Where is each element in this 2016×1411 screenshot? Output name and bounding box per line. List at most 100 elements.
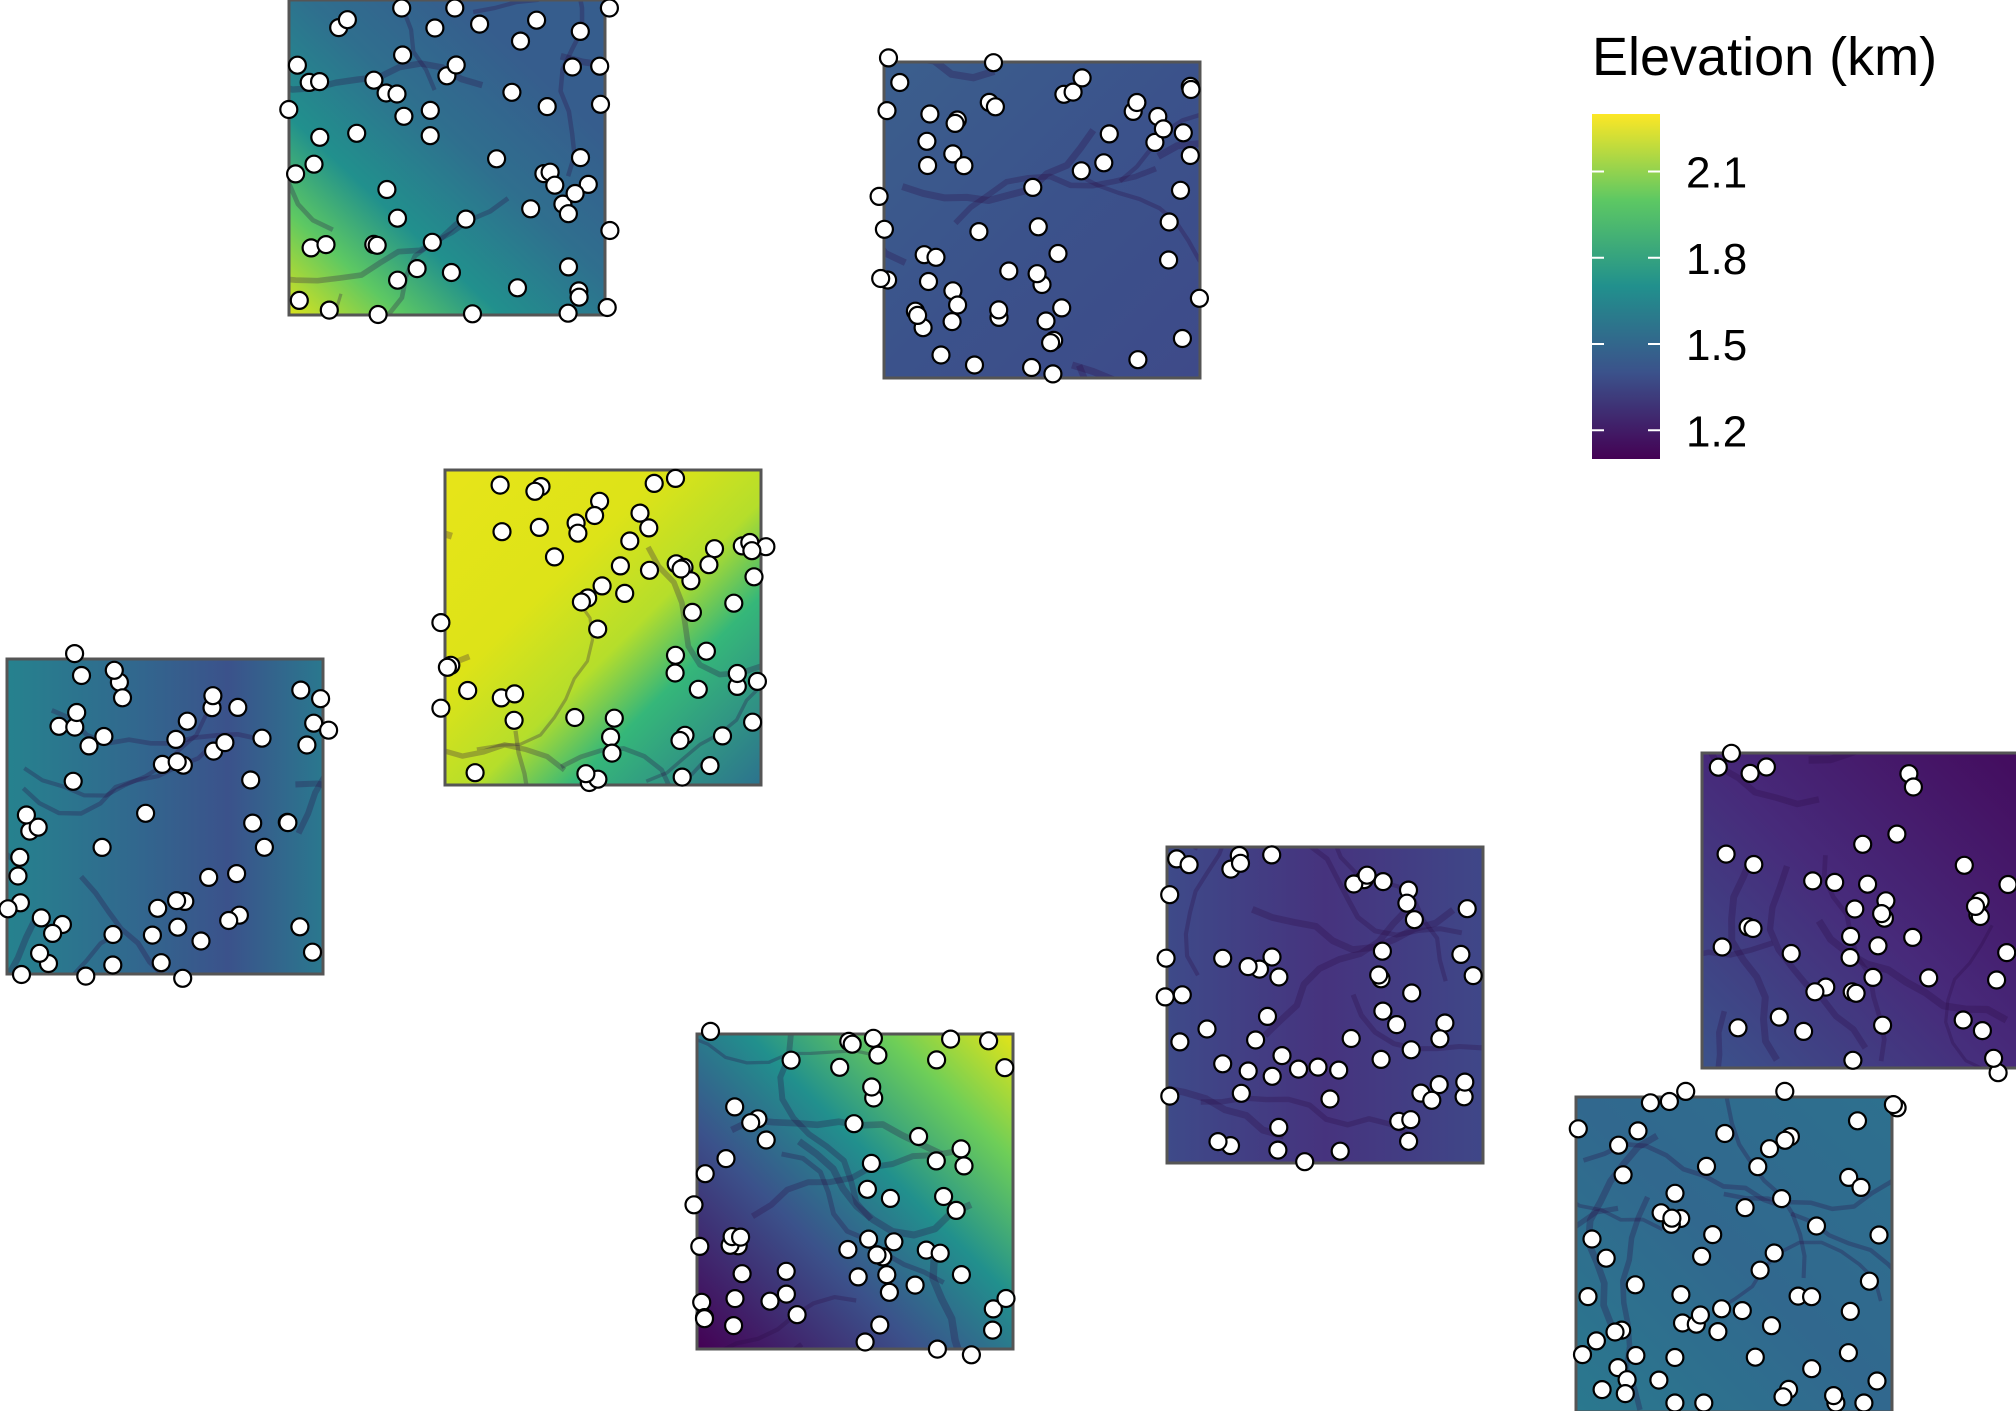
site-marker — [1160, 885, 1180, 905]
site-marker — [776, 1284, 797, 1304]
site-marker — [996, 1288, 1016, 1309]
site-marker — [942, 312, 962, 332]
site-marker — [1572, 1344, 1593, 1365]
site-marker — [228, 697, 248, 718]
site-marker — [1640, 1093, 1661, 1113]
site-marker — [576, 764, 596, 784]
site-marker — [930, 1243, 950, 1263]
site-marker — [1846, 983, 1866, 1003]
site-marker — [104, 660, 124, 680]
site-marker — [989, 300, 1009, 320]
site-marker — [1883, 1094, 1904, 1115]
site-marker — [877, 100, 897, 121]
site-marker — [1245, 1030, 1266, 1050]
site-marker — [1756, 757, 1777, 777]
site-marker — [1213, 1054, 1233, 1074]
elevation-tile — [869, 48, 1210, 384]
site-marker — [1262, 845, 1282, 865]
elevation-tile — [1568, 1081, 1907, 1411]
site-marker — [1181, 79, 1201, 100]
site-marker — [215, 732, 235, 753]
site-marker — [1127, 92, 1147, 113]
site-marker — [880, 1188, 901, 1209]
site-marker — [858, 1229, 879, 1249]
site-marker — [393, 45, 413, 65]
site-marker — [917, 155, 938, 176]
site-marker — [1716, 844, 1736, 864]
site-marker — [1156, 948, 1176, 968]
site-marker — [297, 735, 317, 755]
site-marker — [319, 720, 339, 740]
site-marker — [1320, 1089, 1340, 1109]
site-marker — [470, 14, 490, 34]
site-marker — [741, 1113, 761, 1133]
site-marker — [747, 671, 768, 692]
site-marker — [570, 21, 590, 41]
site-marker — [1238, 1061, 1258, 1081]
site-marker — [1662, 1208, 1682, 1228]
site-marker — [1072, 68, 1092, 88]
site-marker — [695, 1164, 715, 1184]
site-marker — [537, 96, 557, 117]
site-marker — [884, 1232, 904, 1252]
site-marker — [1853, 834, 1873, 854]
site-marker — [441, 262, 461, 283]
site-marker — [92, 837, 112, 858]
site-marker — [969, 222, 989, 242]
site-marker — [1308, 1057, 1328, 1077]
site-marker — [983, 53, 1004, 73]
site-marker — [877, 1265, 897, 1285]
site-marker — [1179, 855, 1199, 875]
site-marker — [286, 164, 306, 184]
site-marker — [1386, 1014, 1407, 1035]
site-marker — [191, 931, 211, 951]
site-marker — [16, 805, 36, 825]
site-marker — [1696, 1156, 1717, 1177]
site-marker — [1869, 1225, 1889, 1245]
legend-title: Elevation (km) — [1592, 27, 1937, 87]
site-marker — [10, 847, 30, 867]
site-marker — [1744, 854, 1764, 875]
site-marker — [1036, 311, 1056, 331]
site-marker — [1802, 1359, 1822, 1379]
site-marker — [610, 556, 631, 576]
site-marker — [954, 1156, 974, 1176]
site-marker — [742, 712, 763, 732]
site-marker — [1153, 119, 1174, 139]
site-marker — [700, 755, 720, 776]
site-marker — [861, 1153, 882, 1174]
elevation-raster — [697, 1034, 1013, 1349]
site-marker — [565, 183, 585, 204]
site-marker — [167, 752, 187, 772]
site-marker — [1887, 824, 1907, 844]
site-marker — [1721, 743, 1742, 763]
site-marker — [1615, 1383, 1635, 1404]
site-marker — [588, 619, 608, 639]
site-marker — [1071, 161, 1091, 181]
site-marker — [568, 523, 588, 543]
site-marker — [1775, 1081, 1795, 1102]
site-marker — [1715, 1123, 1735, 1144]
site-marker — [304, 154, 324, 174]
site-marker — [1863, 967, 1883, 988]
site-marker — [1435, 1013, 1455, 1033]
legend-colorbar — [1592, 114, 1660, 459]
site-marker — [387, 84, 407, 104]
site-marker — [1170, 180, 1191, 200]
site-marker — [600, 727, 621, 747]
site-marker — [502, 82, 522, 102]
site-marker — [1867, 1371, 1887, 1391]
site-marker — [316, 235, 336, 255]
site-marker — [1269, 1117, 1289, 1138]
site-marker — [684, 1195, 704, 1215]
site-marker — [1840, 947, 1860, 968]
site-marker — [615, 583, 635, 604]
site-marker — [1568, 1119, 1588, 1139]
site-marker — [252, 728, 272, 748]
site-marker — [699, 555, 719, 575]
site-marker — [1369, 965, 1389, 985]
site-marker — [1965, 896, 1986, 917]
site-marker — [732, 1264, 752, 1284]
site-marker — [995, 1058, 1015, 1078]
site-marker — [842, 1034, 862, 1054]
